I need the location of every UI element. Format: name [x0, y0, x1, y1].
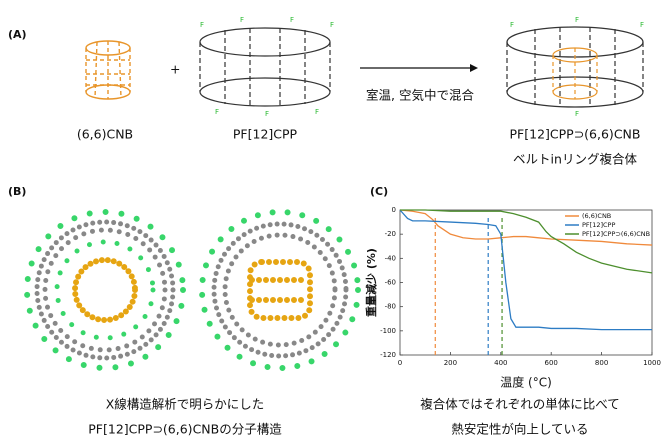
legend-label: PF[12]CPP [582, 221, 615, 229]
x-tick-label: 1000 [643, 359, 661, 367]
cpp-molecule [199, 27, 331, 107]
data-line [399, 209, 653, 246]
molecule-name: PF[12]CPP⊃(6,6)CNB [510, 127, 641, 142]
chart: 0 200 400 600 800 1000 0 -20 -40 -60 -80 -100 -120 温度… [364, 206, 661, 390]
atom-label: F [200, 21, 204, 29]
caption: X線構造解析で明らかにした [106, 397, 265, 412]
x-axis-label: 温度 (°C) [500, 375, 552, 390]
y-tick-label: -80 [385, 303, 396, 311]
complex-molecule [506, 26, 644, 108]
y-tick-label: -60 [385, 279, 396, 287]
legend-label: PF[12]CPP⊃(6,6)CNB [582, 230, 650, 238]
product-note: ベルトinリング複合体 [513, 152, 637, 167]
atom-label: F [265, 110, 269, 118]
atom-label: F [315, 108, 319, 116]
x-tick-label: 800 [595, 359, 608, 367]
x-tick-label: 0 [398, 359, 402, 367]
atom-label: F [240, 16, 244, 24]
panel-label: (B) [8, 185, 26, 198]
atom-label: F [290, 16, 294, 24]
data-line [399, 209, 652, 331]
atom-label: F [330, 21, 334, 29]
atom-label: F [575, 16, 579, 24]
molecule-name: PF[12]CPP [233, 127, 298, 142]
arrow-head [470, 64, 478, 72]
atom-label: F [510, 21, 514, 29]
caption: PF[12]CPP⊃(6,6)CNBの分子構造 [88, 422, 282, 437]
atom-label: F [215, 108, 219, 116]
molecule-name: (6,6)CNB [77, 127, 133, 142]
caption: 熱安定性が向上している [451, 422, 588, 437]
x-tick-label: 200 [444, 359, 457, 367]
panel-label: (C) [370, 185, 388, 198]
crystal-structure [24, 209, 361, 371]
x-tick-label: 400 [494, 359, 507, 367]
panel-label: (A) [8, 28, 27, 41]
legend-label: (6,6)CNB [582, 212, 611, 220]
y-tick-label: -100 [380, 327, 396, 335]
caption: 複合体ではそれぞれの単体に比べて [420, 397, 620, 412]
atom-label: F [575, 110, 579, 118]
data-line [400, 209, 653, 274]
y-tick-label: -40 [385, 254, 396, 262]
reaction-condition: 室温, 空気中で混合 [366, 88, 474, 103]
y-axis-label: 重量減少 (%) [364, 248, 378, 317]
y-tick-label: 0 [392, 206, 396, 214]
plus-sign: + [170, 62, 180, 77]
atom-label: F [640, 21, 644, 29]
cnb-molecule [85, 40, 131, 100]
x-tick-label: 600 [545, 359, 558, 367]
y-tick-label: -20 [385, 230, 396, 238]
y-tick-label: -120 [380, 351, 396, 359]
